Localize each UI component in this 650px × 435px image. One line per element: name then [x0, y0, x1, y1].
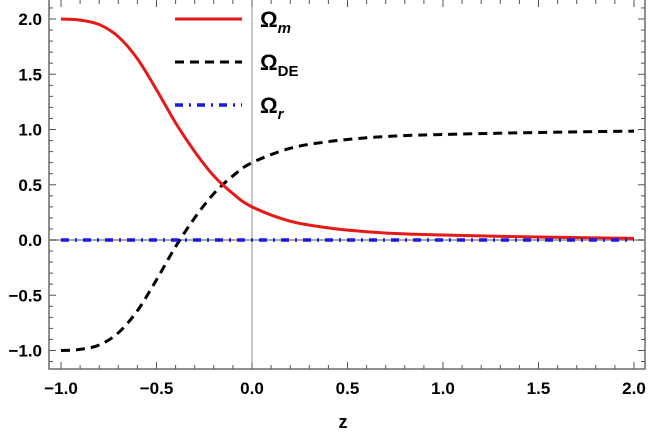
- reference-lines: [49, 0, 645, 369]
- y-tick-label: 0.0: [18, 231, 42, 250]
- x-tick-label: −0.5: [140, 379, 174, 398]
- series-line-m: [60, 17, 635, 240]
- axis-ticks: −1.0 −0.5 0.0 0.5 1.0 1.5 2.0 −1.0 −0.5 0.0 0.5 1.0…: [8, 0, 646, 398]
- y-tick-label: 0.5: [18, 176, 42, 195]
- x-tick-label: 1.0: [431, 379, 455, 398]
- plot-frame: [48, 0, 646, 370]
- series-line-de: [60, 129, 635, 352]
- legend-label-m: Ωm: [260, 7, 291, 37]
- y-tick-label: 1.5: [18, 65, 42, 84]
- y-tick-label: −0.5: [8, 286, 42, 305]
- x-tick-label: 0.5: [336, 379, 360, 398]
- y-tick-label: −1.0: [8, 342, 42, 361]
- y-tick-label: 1.0: [18, 121, 42, 140]
- legend-label-de: ΩDE: [260, 50, 298, 80]
- x-tick-label: 0.0: [240, 379, 264, 398]
- series-layer: [60, 17, 635, 352]
- x-tick-label: −1.0: [44, 379, 78, 398]
- x-axis-title: z: [339, 412, 348, 432]
- y-tick-label: 2.0: [18, 10, 42, 29]
- plot-border: [48, 0, 646, 370]
- legend-label-r: Ωr: [260, 93, 285, 123]
- legend: Ωm ΩDE Ωr: [175, 7, 298, 123]
- x-tick-label: 2.0: [622, 379, 646, 398]
- x-tick-label: 1.5: [527, 379, 551, 398]
